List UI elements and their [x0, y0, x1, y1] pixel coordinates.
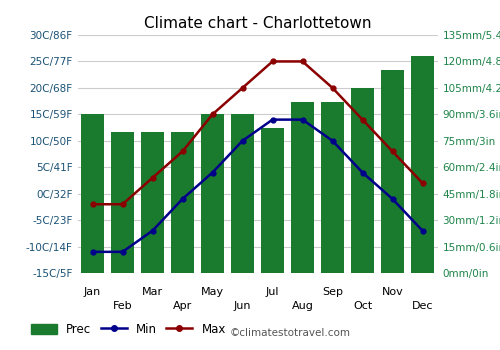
- Text: Nov: Nov: [382, 287, 404, 297]
- Bar: [111, 132, 134, 273]
- Text: Dec: Dec: [412, 301, 433, 311]
- Bar: [351, 88, 374, 273]
- Bar: [81, 114, 104, 273]
- Text: Aug: Aug: [292, 301, 314, 311]
- Bar: [171, 132, 194, 273]
- Bar: [291, 102, 314, 273]
- Text: Jul: Jul: [266, 287, 279, 297]
- Title: Climate chart - Charlottetown: Climate chart - Charlottetown: [144, 16, 371, 31]
- Bar: [201, 114, 224, 273]
- Text: Apr: Apr: [173, 301, 192, 311]
- Text: Sep: Sep: [322, 287, 343, 297]
- Bar: [411, 56, 434, 273]
- Legend: Prec, Min, Max: Prec, Min, Max: [26, 318, 231, 341]
- Text: Oct: Oct: [353, 301, 372, 311]
- Text: Jan: Jan: [84, 287, 101, 297]
- Text: Feb: Feb: [112, 301, 132, 311]
- Text: Mar: Mar: [142, 287, 163, 297]
- Bar: [321, 102, 344, 273]
- Bar: [231, 114, 254, 273]
- Bar: [261, 128, 284, 273]
- Text: ©climatestotravel.com: ©climatestotravel.com: [230, 328, 351, 338]
- Text: May: May: [201, 287, 224, 297]
- Bar: [382, 70, 404, 273]
- Bar: [142, 132, 164, 273]
- Text: Jun: Jun: [234, 301, 252, 311]
